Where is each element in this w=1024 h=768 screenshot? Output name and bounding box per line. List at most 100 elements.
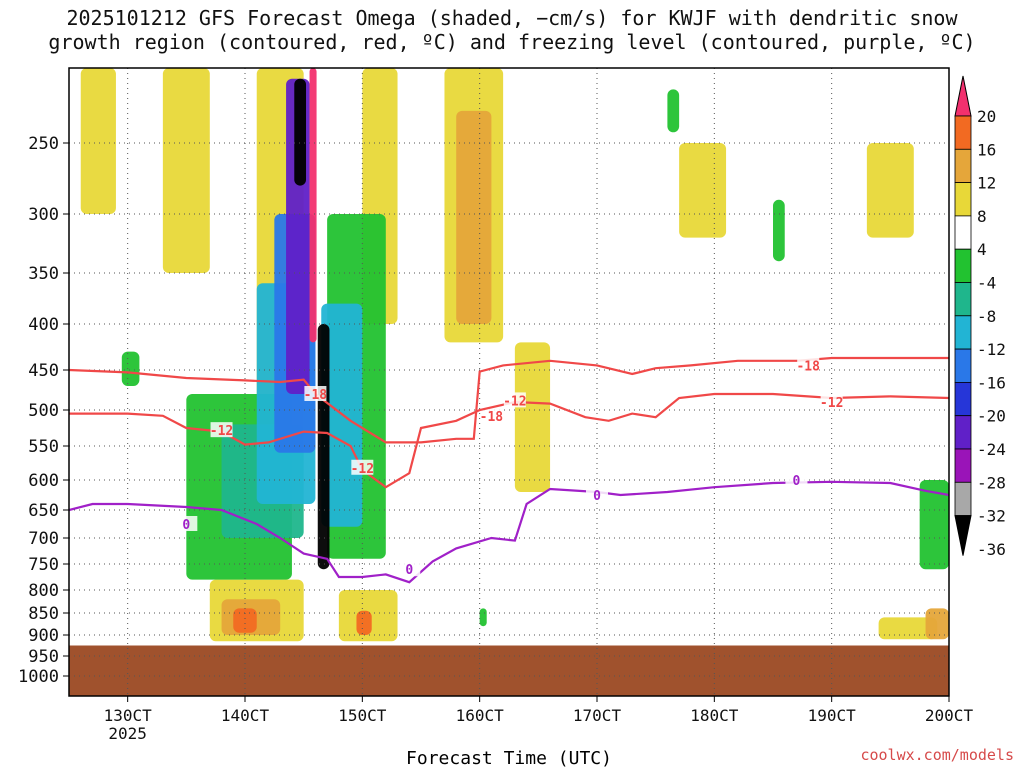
colorbar-top-arrow — [954, 75, 972, 117]
y-tick-label: 800 — [28, 581, 59, 601]
contour-label-bg — [797, 357, 820, 373]
chart-title: 2025101212 GFS Forecast Omega (shaded, −… — [0, 6, 1024, 54]
omega-region-7 — [679, 143, 727, 238]
colorbar-label: -4 — [977, 274, 996, 293]
colorbar-label: -24 — [977, 440, 1006, 459]
contour-label-bg — [210, 422, 233, 438]
contour-label-bg — [351, 459, 374, 475]
y-tick-label: 500 — [28, 401, 59, 421]
contour-label--12: -12 — [503, 394, 526, 409]
x-tick-label: 130CT — [104, 706, 153, 725]
contour-line--18 — [69, 356, 949, 444]
colorbar-label: -8 — [977, 307, 996, 326]
colorbar-swatch — [954, 481, 972, 516]
pressure-axis: 2503003504004505005506006507007508008509… — [18, 134, 69, 687]
contour-label-0: 0 — [182, 518, 190, 533]
colorbar-label: -16 — [977, 373, 1006, 392]
y-tick-label: 300 — [28, 205, 59, 225]
contour-label-bg — [480, 407, 503, 423]
omega-region-11 — [233, 608, 257, 633]
contour-label--12: -12 — [820, 396, 843, 411]
x-tick-label: 180CT — [690, 706, 739, 725]
colorbar: 20 16 12 8 4 -4 -8 -12 -16 -20 -24 -28 -32 -36 — [954, 75, 1006, 559]
contour-label-bg — [820, 394, 843, 409]
omega-region-8 — [866, 143, 914, 238]
omega-region-28 — [479, 608, 487, 627]
ground-fill — [69, 645, 949, 696]
contour-line-0 — [69, 480, 949, 584]
x-tick-label: 150CT — [338, 706, 387, 725]
colorbar-label: 4 — [977, 240, 987, 259]
contour-label--18: -18 — [796, 359, 820, 374]
contour-label-bg — [503, 392, 526, 408]
colorbar-label: -36 — [977, 540, 1006, 559]
omega-region-26 — [121, 351, 140, 386]
contour-label-0: 0 — [405, 563, 413, 578]
contour-line--12 — [69, 392, 949, 489]
contour-label--12: -12 — [210, 424, 233, 439]
y-tick-label: 250 — [28, 134, 59, 154]
colorbar-label: -32 — [977, 507, 1006, 526]
y-tick-label: 900 — [28, 626, 59, 646]
omega-region-6 — [514, 342, 551, 492]
omega-region-29 — [667, 89, 680, 133]
omega-region-25 — [309, 68, 317, 343]
contour-label--18: -18 — [304, 388, 328, 403]
x-tick-label: 190CT — [808, 706, 857, 725]
omega-region-30 — [773, 199, 785, 262]
title-line-2: growth region (contoured, red, ºC) and f… — [48, 30, 976, 54]
colorbar-swatch — [954, 282, 972, 317]
colorbar-bottom-arrow — [954, 515, 972, 556]
omega-shading — [80, 68, 949, 642]
colorbar-label: -12 — [977, 340, 1006, 359]
contour-label-bg — [398, 561, 421, 577]
y-tick-label: 350 — [28, 264, 59, 284]
ground-layer — [69, 645, 949, 696]
y-tick-label: 750 — [28, 555, 59, 575]
x-axis-label: Forecast Time (UTC) — [406, 748, 612, 768]
omega-region-24 — [317, 324, 330, 570]
omega-region-13 — [356, 610, 372, 635]
y-tick-label: 700 — [28, 529, 59, 549]
colorbar-swatch — [954, 448, 972, 483]
colorbar-label: 8 — [977, 207, 987, 226]
y-tick-label: 850 — [28, 604, 59, 624]
x-tick-label: 170CT — [573, 706, 622, 725]
colorbar-label: 16 — [977, 140, 996, 159]
omega-region-27 — [919, 480, 949, 570]
y-tick-label: 400 — [28, 315, 59, 335]
contour-label--18: -18 — [480, 410, 504, 425]
contour-label-bg — [785, 472, 808, 487]
x-tick-sublabel: 2025 — [108, 724, 147, 743]
contour-label-bg — [586, 487, 608, 502]
x-tick-label: 200CT — [925, 706, 974, 725]
y-tick-label: 950 — [28, 647, 59, 667]
y-tick-label: 650 — [28, 501, 59, 521]
omega-region-15 — [925, 608, 949, 640]
colorbar-swatch — [954, 381, 972, 417]
y-tick-label: 1000 — [18, 667, 59, 687]
omega-region-14 — [878, 617, 938, 640]
colorbar-label: 12 — [977, 174, 996, 193]
y-tick-label: 450 — [28, 361, 59, 381]
credit-link[interactable]: coolwx.com/models — [860, 746, 1014, 764]
contour-label-0: 0 — [593, 489, 601, 504]
colorbar-swatch — [954, 148, 972, 184]
colorbar-swatch — [954, 248, 972, 283]
x-tick-label: 160CT — [456, 706, 505, 725]
contour-label-bg — [175, 516, 198, 531]
grid-lines — [69, 68, 949, 696]
colorbar-label: -20 — [977, 407, 1006, 426]
colorbar-swatch — [954, 115, 972, 150]
y-tick-label: 600 — [28, 471, 59, 491]
omega-region-0 — [80, 68, 116, 214]
omega-region-21 — [294, 78, 307, 186]
colorbar-swatch — [954, 315, 972, 350]
colorbar-label: 20 — [977, 107, 996, 126]
colorbar-swatch — [954, 415, 972, 450]
plot-frame — [68, 67, 950, 697]
colorbar-swatch — [954, 182, 972, 217]
